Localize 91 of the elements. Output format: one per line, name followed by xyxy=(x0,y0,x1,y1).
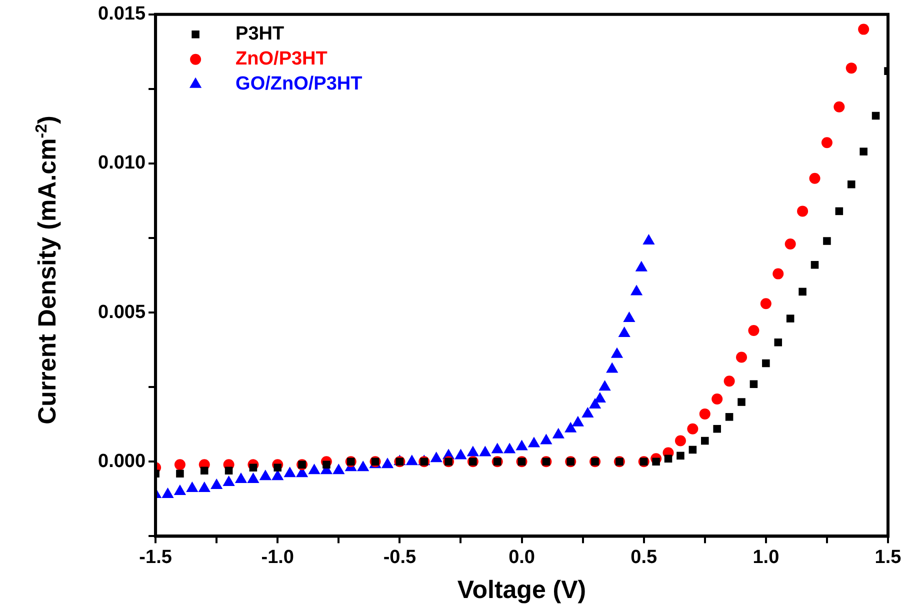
legend-label: ZnO/P3HT xyxy=(236,48,328,70)
point xyxy=(528,436,540,448)
point xyxy=(784,238,796,250)
point xyxy=(687,423,698,434)
point xyxy=(762,359,770,368)
point xyxy=(454,448,467,460)
point xyxy=(750,380,758,388)
point xyxy=(760,298,772,310)
point xyxy=(247,472,260,484)
point xyxy=(858,24,870,35)
point xyxy=(676,452,684,460)
x-tick-label: 1.0 xyxy=(752,546,780,568)
point xyxy=(516,440,528,450)
point xyxy=(322,460,330,469)
x-tick-label: 0.0 xyxy=(508,546,535,568)
point xyxy=(564,422,577,432)
point xyxy=(582,406,594,418)
y-tick-label: 0.015 xyxy=(98,4,146,25)
point xyxy=(466,446,480,456)
point xyxy=(162,487,174,498)
point xyxy=(810,260,819,269)
point xyxy=(357,460,370,472)
point xyxy=(234,472,248,484)
point xyxy=(688,446,697,454)
point xyxy=(774,338,782,346)
point xyxy=(674,435,686,446)
point xyxy=(725,413,734,421)
x-tick-label: -0.5 xyxy=(383,546,416,568)
point xyxy=(598,380,611,391)
point xyxy=(284,466,296,478)
point xyxy=(332,464,345,474)
x-tick-label: 0.5 xyxy=(630,546,658,568)
legend-label: GO/ZnO/P3HT xyxy=(236,74,363,95)
point xyxy=(786,314,794,322)
point xyxy=(176,470,184,478)
point xyxy=(748,324,760,336)
point xyxy=(623,312,636,322)
point xyxy=(249,464,258,472)
point xyxy=(430,452,442,462)
point xyxy=(479,446,492,456)
point xyxy=(701,436,709,445)
point xyxy=(552,428,564,438)
point xyxy=(406,454,418,466)
point xyxy=(713,424,721,433)
point xyxy=(224,466,233,474)
point xyxy=(274,464,282,472)
point xyxy=(198,481,210,492)
point xyxy=(210,478,223,490)
y-tick-label: 0.005 xyxy=(98,302,146,323)
point xyxy=(834,101,845,112)
point xyxy=(610,347,624,358)
y-tick-label: 0.010 xyxy=(98,152,146,174)
point xyxy=(798,288,806,296)
point xyxy=(738,398,746,406)
point xyxy=(847,180,856,188)
point xyxy=(606,362,618,373)
point xyxy=(200,466,208,474)
point xyxy=(652,458,660,466)
point xyxy=(699,408,710,420)
point xyxy=(572,416,584,426)
point xyxy=(772,268,784,280)
point xyxy=(642,234,655,245)
x-tick-label: 1.5 xyxy=(874,546,902,568)
text: -1.0 xyxy=(261,546,294,568)
point xyxy=(174,484,186,495)
point xyxy=(259,470,272,480)
point xyxy=(540,434,552,444)
point xyxy=(797,206,808,217)
point xyxy=(186,481,198,492)
point xyxy=(846,62,857,74)
point xyxy=(381,458,394,468)
point xyxy=(821,137,832,148)
legend-label: P3HT xyxy=(236,24,285,45)
point xyxy=(664,454,672,463)
x-tick-label: -1.5 xyxy=(139,546,172,568)
point xyxy=(823,237,831,245)
point xyxy=(860,148,868,156)
point xyxy=(308,464,320,474)
point xyxy=(630,284,643,296)
y-tick-label: 0.000 xyxy=(98,450,146,472)
point xyxy=(222,476,235,486)
point xyxy=(724,376,735,387)
x-axis-title: Voltage (V) xyxy=(457,576,586,604)
point xyxy=(736,352,748,363)
point xyxy=(872,112,880,120)
point xyxy=(491,442,504,454)
point xyxy=(504,442,516,454)
point xyxy=(835,207,844,216)
point xyxy=(712,394,723,405)
point xyxy=(174,459,186,470)
point xyxy=(809,172,820,184)
